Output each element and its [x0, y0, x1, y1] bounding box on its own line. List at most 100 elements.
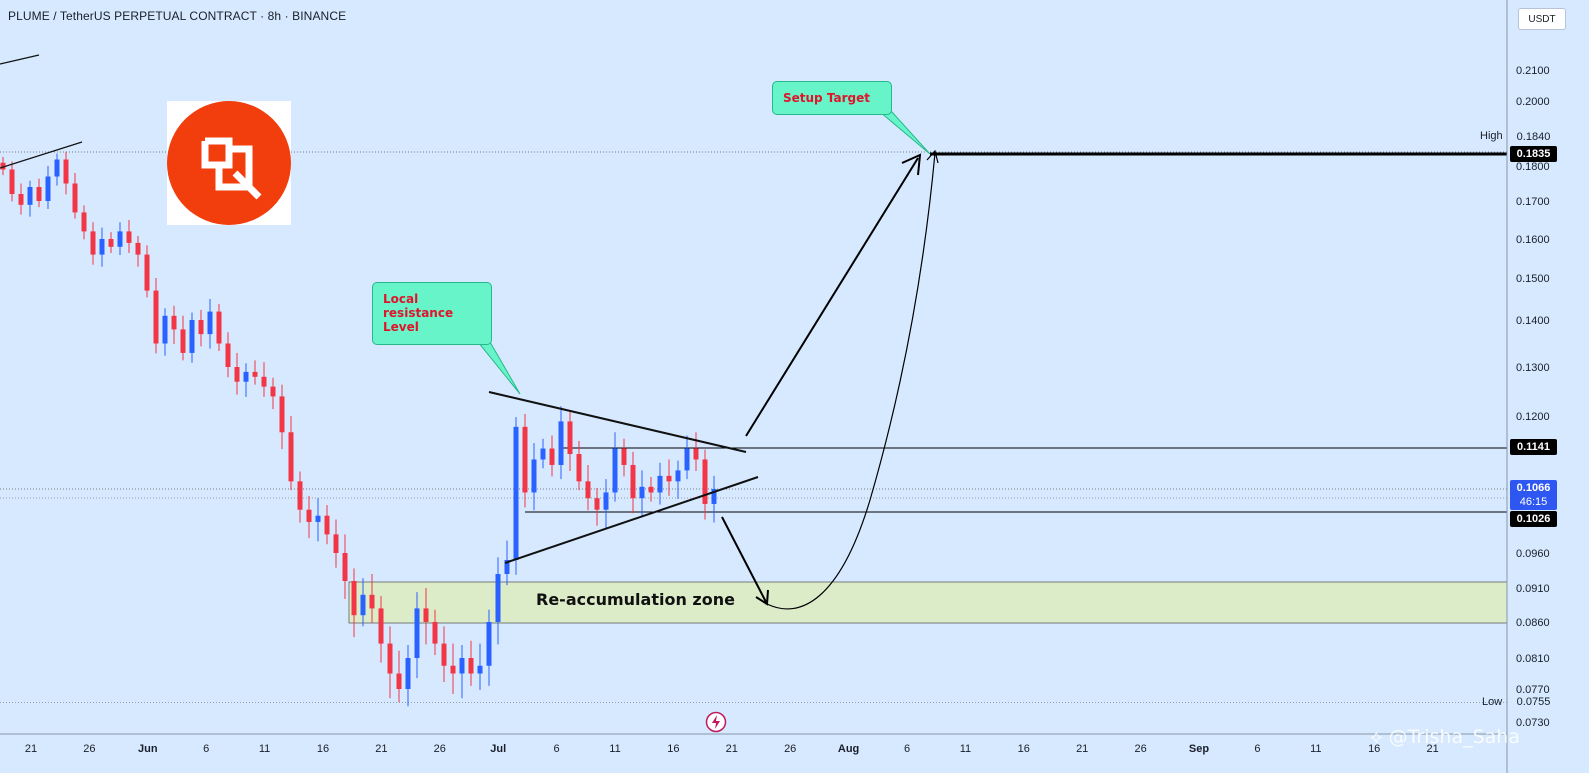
candle-body [225, 343, 231, 367]
low-price-text: 0.0755 [1516, 696, 1551, 708]
time-axis[interactable]: 21 26 Jun 6 11 16 21 26 Jul 6 11 16 21 26 Aug 6 11 16 21 26… [25, 743, 1439, 755]
price-axis[interactable]: 0.2100 0.2000 0.1800 0.1700 0.1600 0.1500 0.14… [1516, 65, 1550, 729]
candle-body [333, 534, 339, 553]
target-price-tag: 0.1835 [1510, 146, 1557, 162]
candle-body [612, 448, 618, 493]
candle-body [585, 481, 591, 499]
early-trend-line-top [0, 54, 40, 65]
candle-body [711, 489, 717, 504]
candle-body [234, 367, 240, 382]
x-tick-label: 21 [25, 743, 37, 755]
x-tick-label: 21 [726, 743, 738, 755]
candle-body [279, 396, 285, 433]
candle-body [423, 608, 429, 622]
x-tick-label: 26 [434, 743, 446, 755]
triangle-upper-line [488, 391, 747, 453]
y-tick-label: 0.1400 [1516, 315, 1550, 327]
reaccumulation-zone-label: Re-accumulation zone [536, 590, 735, 609]
candle-body [549, 448, 555, 465]
x-tick-label: 21 [375, 743, 387, 755]
candle-body [639, 486, 645, 499]
candle-body [648, 486, 654, 493]
candle-body [189, 320, 195, 353]
local-resistance-callout: Local resistance Level [372, 282, 492, 345]
reaccumulation-zone [348, 581, 1508, 624]
y-tick-label: 0.1200 [1516, 411, 1550, 423]
candle-body [99, 239, 105, 255]
candle-body [207, 311, 213, 335]
candle-body [351, 581, 357, 616]
candle-body [540, 448, 546, 460]
candle-body [621, 448, 627, 465]
x-tick-label: Jul [490, 743, 506, 755]
candle-body [513, 426, 519, 560]
candle-body [297, 481, 303, 510]
candle-body [603, 492, 609, 510]
lightning-icon[interactable] [705, 711, 727, 733]
candle-body [63, 159, 69, 184]
y-tick-label: 0.1500 [1516, 273, 1550, 285]
x-tick-label: 16 [1018, 743, 1030, 755]
x-tick-label: 26 [1134, 743, 1146, 755]
y-tick-label: 0.1800 [1516, 161, 1550, 173]
support-price-tag: 0.1026 [1510, 511, 1557, 527]
plume-logo-icon [167, 101, 291, 225]
watermark-diamond-icon: ⟡ [1370, 726, 1383, 748]
candle-body [18, 194, 24, 205]
candle-countdown: 46:15 [1519, 496, 1548, 508]
candle-body [576, 454, 582, 482]
y-tick-label: 0.0860 [1516, 617, 1550, 629]
candle-body [369, 594, 375, 609]
y-tick-label: 0.0910 [1516, 583, 1550, 595]
triangle-lower-line [504, 476, 759, 564]
resistance-price-tag: 0.1141 [1510, 439, 1557, 455]
candle-body [594, 498, 600, 510]
candle-body [36, 187, 42, 201]
candle-body [441, 643, 447, 666]
x-tick-label: 21 [1076, 743, 1088, 755]
projected-path-curve [766, 152, 936, 610]
current-price: 0.1066 [1516, 482, 1551, 494]
candle-body [657, 475, 663, 493]
candle-body [360, 594, 366, 616]
x-tick-label: 6 [1254, 743, 1260, 755]
candles [0, 151, 717, 707]
setup-target-pointer [878, 111, 931, 155]
candle-body [45, 176, 51, 201]
candle-body [459, 658, 465, 674]
candle-body [378, 608, 384, 644]
candle-body [558, 421, 564, 465]
x-tick-label: 16 [667, 743, 679, 755]
candle-body [153, 290, 159, 344]
high-price-text: 0.1840 [1516, 131, 1551, 143]
candle-body [414, 608, 420, 658]
candle-body [144, 254, 150, 291]
author-watermark: ⟡ @Trisha_Saha [1370, 726, 1520, 748]
candle-body [162, 315, 168, 344]
projected-path-head [926, 149, 939, 164]
candle-body [666, 475, 672, 482]
candle-body [9, 169, 15, 194]
candle-body [702, 459, 708, 504]
candle-body [630, 464, 636, 499]
candle-body [54, 159, 60, 177]
setup-target-text: Setup Target [783, 91, 870, 105]
candle-body [243, 371, 249, 382]
x-tick-label: 6 [203, 743, 209, 755]
candle-body [90, 231, 96, 255]
candle-body [432, 622, 438, 644]
x-tick-label: 11 [259, 743, 270, 755]
candle-body [306, 509, 312, 522]
candle-body [216, 311, 222, 344]
candle-body [288, 432, 294, 482]
local-resistance-text: Local resistance Level [383, 292, 454, 334]
bullish-arrow-head [901, 153, 922, 176]
candle-body [522, 426, 528, 493]
currency-button[interactable]: USDT [1518, 8, 1566, 30]
chart-title: PLUME / TetherUS PERPETUAL CONTRACT · 8h… [8, 9, 347, 23]
y-tick-label: 0.0960 [1516, 548, 1550, 560]
bearish-arrow [721, 516, 767, 603]
plume-logo [167, 101, 291, 225]
candle-body [504, 560, 510, 574]
